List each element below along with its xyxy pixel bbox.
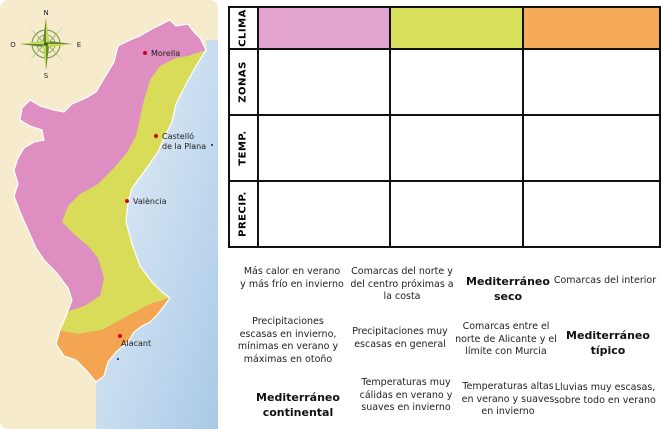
islet-marker <box>117 358 119 360</box>
row-header-clima: CLIMA <box>228 6 259 50</box>
answer-card[interactable]: Precipitaciones escasas en invierno, mín… <box>237 316 339 365</box>
clima-cell-pink[interactable] <box>256 6 391 50</box>
answer-card[interactable]: Mediterráneo típico <box>566 329 650 357</box>
islet-marker <box>211 144 213 146</box>
temp-cell-3[interactable] <box>521 114 661 182</box>
city-alacant: Alacant <box>117 334 151 360</box>
row-clima: CLIMA <box>228 6 661 50</box>
row-header-temp: TEMP. <box>228 114 259 182</box>
zonas-cell-2[interactable] <box>388 48 524 116</box>
answer-card[interactable]: Temperaturas altas en verano y suaves en… <box>461 381 555 417</box>
answer-card[interactable]: Mediterráneo continental <box>256 391 340 419</box>
valencia-climate-map: N S E O Morella Castelló de la Plana Val… <box>0 0 218 429</box>
row-temp: TEMP. <box>228 114 661 182</box>
temp-cell-2[interactable] <box>388 114 524 182</box>
answer-card[interactable]: Comarcas del interior <box>553 275 657 286</box>
city-label-line2: de la Plana <box>162 142 206 151</box>
answer-card[interactable]: Lluvias muy escasas, sobre todo en veran… <box>554 382 656 406</box>
zonas-cell-3[interactable] <box>521 48 661 116</box>
precip-cell-2[interactable] <box>388 180 524 248</box>
city-label: Morella <box>151 49 180 58</box>
clima-cell-yellow[interactable] <box>388 6 524 50</box>
city-marker <box>125 199 129 203</box>
compass-rose-icon: N S E O <box>10 9 81 80</box>
zone-tipico <box>58 50 206 334</box>
answer-card[interactable]: Mediterráneo seco <box>466 275 550 303</box>
city-marker <box>154 134 158 138</box>
zonas-cell-1[interactable] <box>256 48 391 116</box>
temp-cell-1[interactable] <box>256 114 391 182</box>
answer-card[interactable]: Precipitaciones muy escasas en general <box>352 326 448 350</box>
sea <box>96 40 218 429</box>
city-marker <box>143 51 147 55</box>
city-valencia: València <box>125 196 167 206</box>
precip-cell-3[interactable] <box>521 180 661 248</box>
region-outline <box>13 19 207 383</box>
compass-north: N <box>43 9 48 17</box>
city-label-line1: Castelló <box>162 131 194 141</box>
answer-card[interactable]: Más calor en verano y más frío en invier… <box>240 266 344 290</box>
answer-card[interactable]: Comarcas entre el norte de Alicante y el… <box>455 321 557 357</box>
clima-cell-orange[interactable] <box>521 6 661 50</box>
row-header-zonas: ZONAS <box>228 48 259 116</box>
row-zonas: ZONAS <box>228 48 661 116</box>
compass-east: E <box>77 41 81 49</box>
city-label: València <box>133 196 167 206</box>
answer-card[interactable]: Temperaturas muy cálidas en verano y sua… <box>359 377 453 413</box>
city-label: Alacant <box>121 339 151 348</box>
compass-west: O <box>10 41 16 49</box>
city-castello: Castelló de la Plana <box>154 131 213 151</box>
climate-table: CLIMA ZONAS TEMP. PRECIP. <box>228 6 661 248</box>
map-panel: N S E O Morella Castelló de la Plana Val… <box>0 0 218 429</box>
city-morella: Morella <box>143 49 180 58</box>
row-precip: PRECIP. <box>228 180 661 248</box>
compass-south: S <box>44 72 49 80</box>
city-marker <box>118 334 122 338</box>
row-header-precip: PRECIP. <box>228 180 259 248</box>
answer-cards: Más calor en verano y más frío en invier… <box>228 260 661 429</box>
answer-card[interactable]: Comarcas del norte y del centro próximas… <box>350 266 454 302</box>
precip-cell-1[interactable] <box>256 180 391 248</box>
